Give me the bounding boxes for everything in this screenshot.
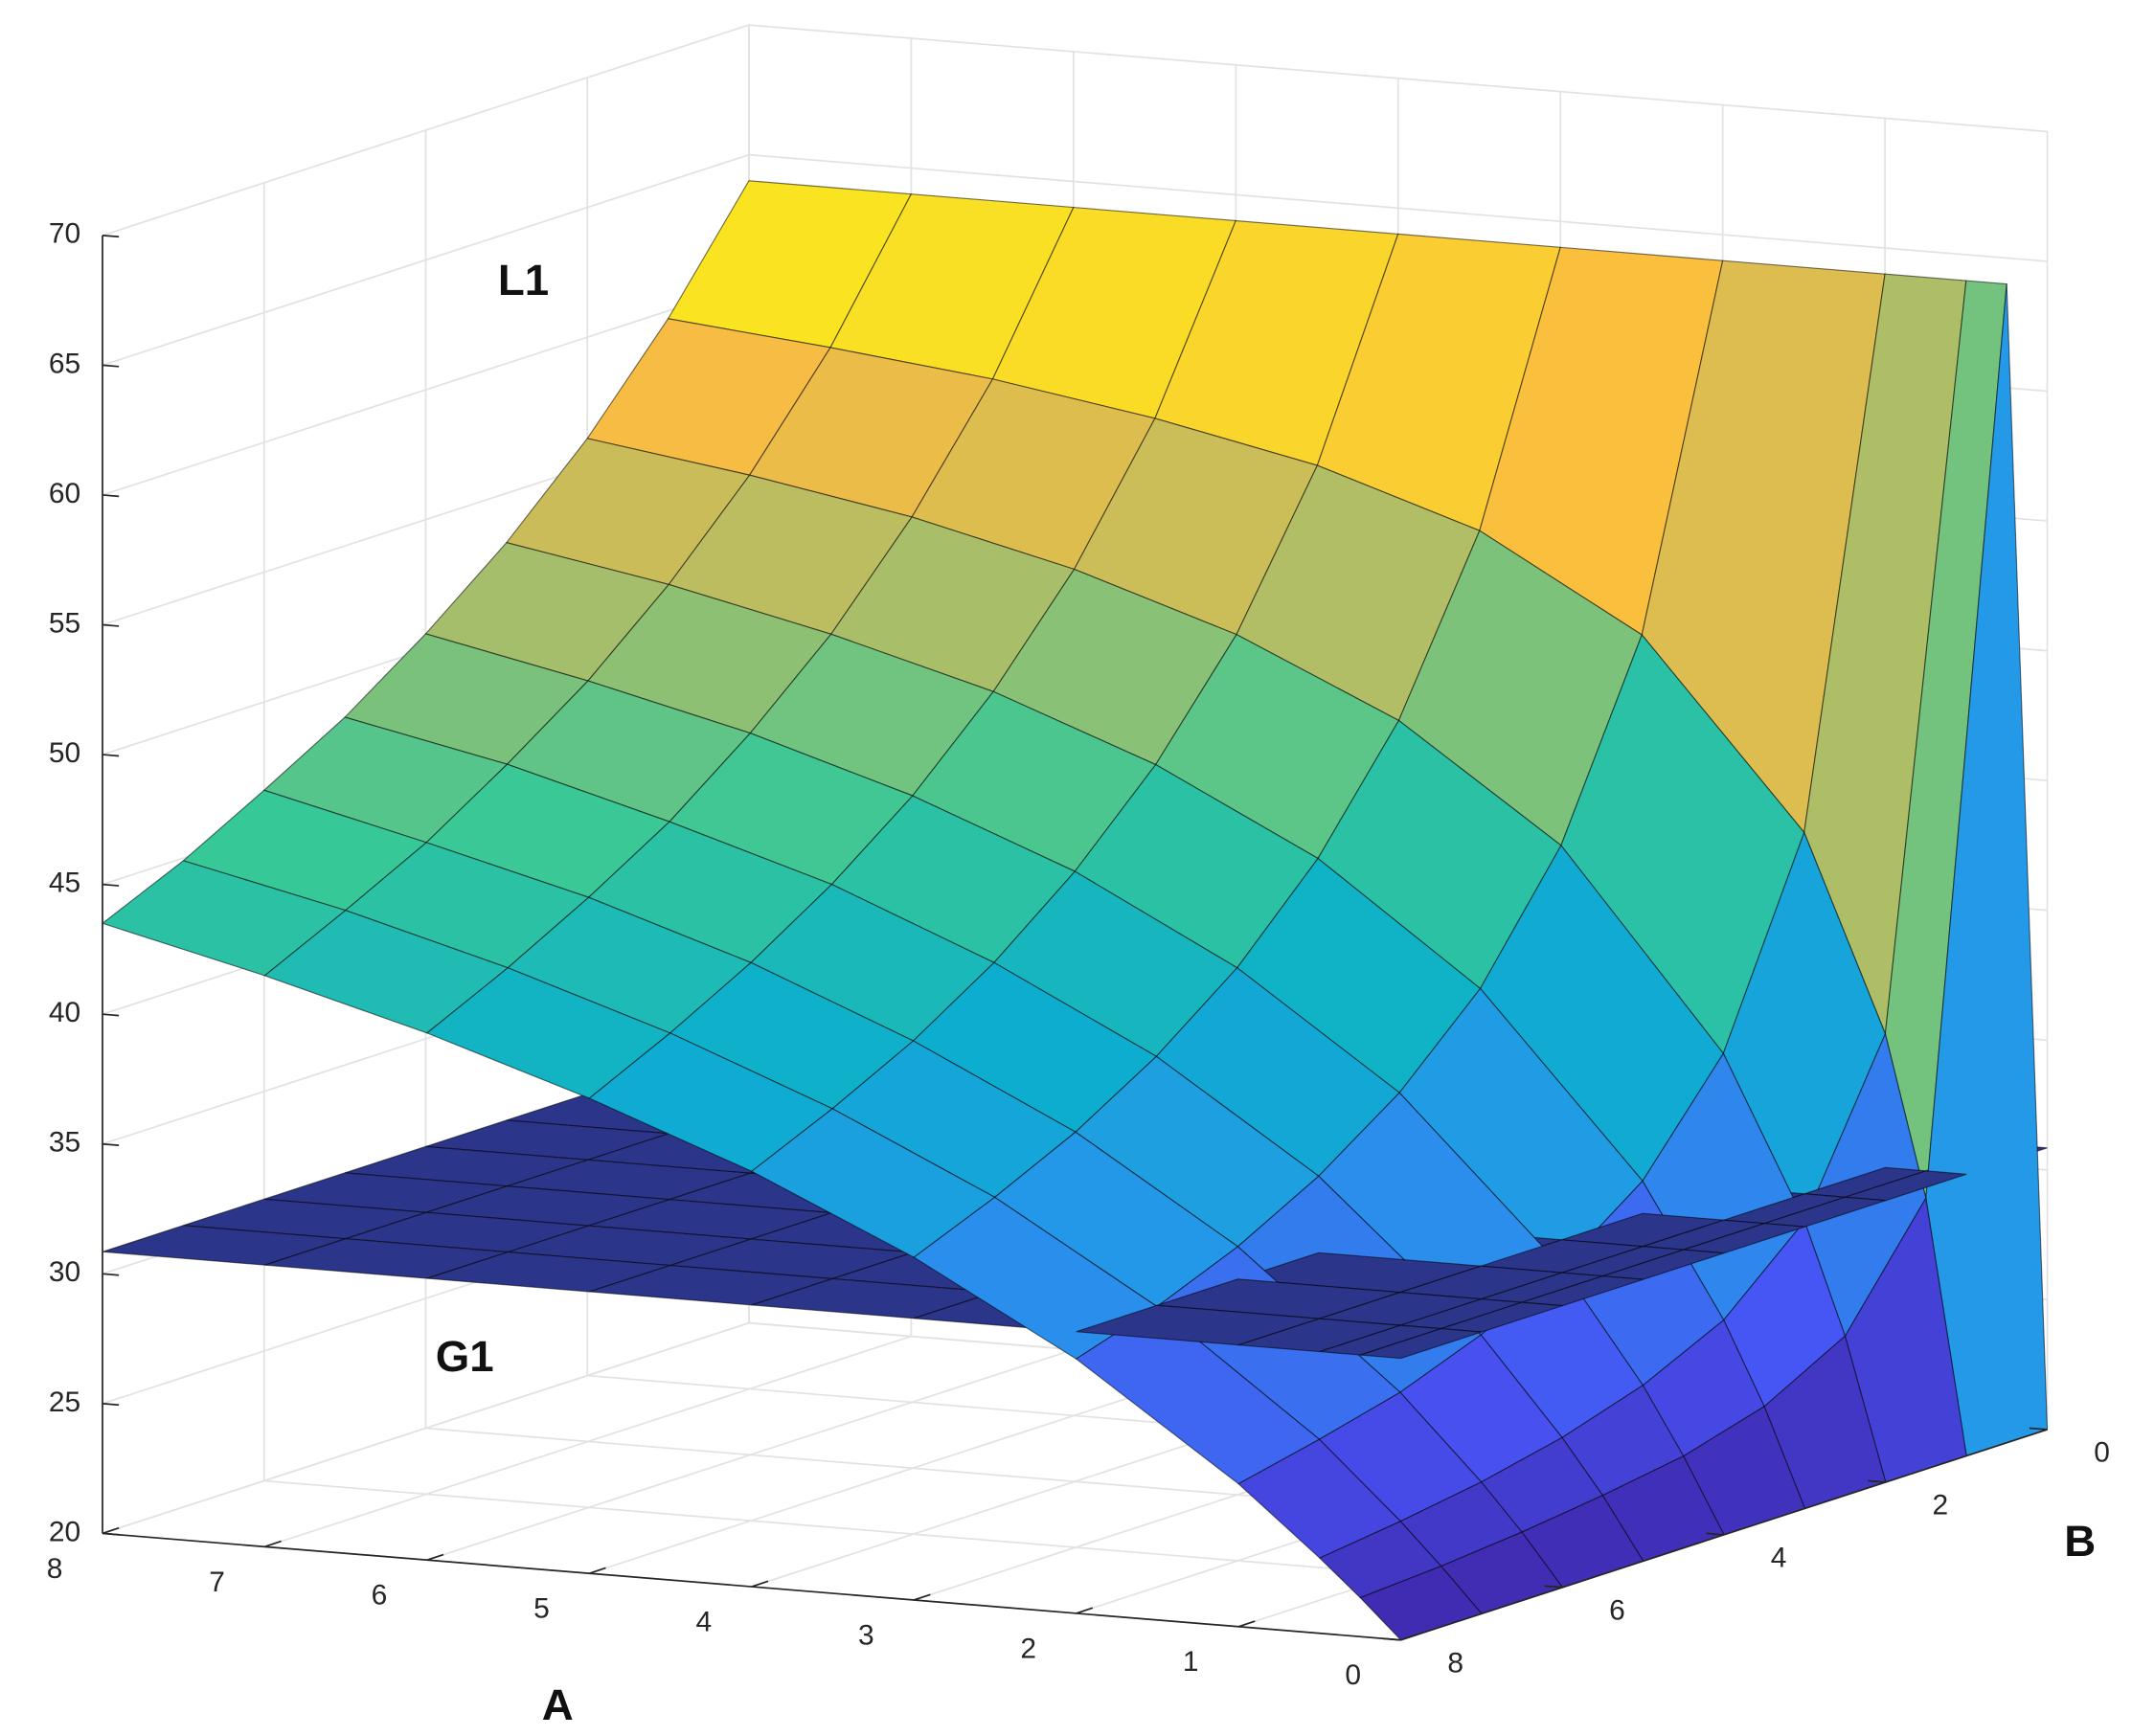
z-tick <box>102 494 120 498</box>
x-tick <box>1400 1634 1418 1641</box>
z-tick-label: 25 <box>49 1387 80 1418</box>
z-tick-label: 45 <box>49 868 80 899</box>
grid-line <box>102 24 750 237</box>
grid-line <box>102 153 750 367</box>
y-tick-label: 4 <box>1771 1542 1787 1573</box>
x-tick-label: 8 <box>47 1553 63 1585</box>
x-tick-label: 1 <box>1183 1646 1199 1678</box>
x-tick-label: 5 <box>533 1593 550 1625</box>
z-tick-label: 60 <box>49 478 80 509</box>
x-tick <box>1237 1620 1256 1628</box>
x-tick <box>264 1540 282 1548</box>
series-label: G1 <box>436 1332 494 1381</box>
x-tick <box>1076 1607 1094 1614</box>
y-tick <box>2029 1427 2048 1431</box>
y-tick-label: 6 <box>1609 1594 1625 1626</box>
series-label: L1 <box>498 256 549 304</box>
z-tick <box>102 1532 120 1536</box>
x-tick-label: 7 <box>209 1567 225 1598</box>
grid-line <box>748 24 2048 133</box>
y-tick-label: 8 <box>1447 1647 1463 1679</box>
z-tick-label: 70 <box>49 218 80 250</box>
y-tick <box>1706 1532 1725 1536</box>
grid-line <box>102 1321 750 1535</box>
surface-layer <box>101 180 2049 1641</box>
x-tick-label: 3 <box>858 1619 874 1651</box>
x-tick-label: 4 <box>696 1607 713 1638</box>
z-tick-label: 20 <box>49 1516 80 1547</box>
z-tick-label: 40 <box>49 997 80 1028</box>
x-tick <box>102 1526 120 1535</box>
x-tick-label: 6 <box>372 1580 388 1612</box>
y-tick-label: 0 <box>2094 1437 2110 1469</box>
z-tick-label: 65 <box>49 348 80 379</box>
x-tick <box>589 1567 606 1574</box>
grid-line <box>748 153 2048 262</box>
x-axis-label: A <box>542 1680 574 1729</box>
z-tick <box>102 364 120 368</box>
x-tick <box>913 1593 931 1601</box>
y-tick <box>1544 1585 1563 1589</box>
z-tick-label: 50 <box>49 737 80 769</box>
z-tick <box>102 1403 120 1407</box>
x-tick <box>751 1580 769 1588</box>
z-tick <box>102 234 120 238</box>
surface-cell <box>1360 1328 1483 1360</box>
grid-line <box>102 283 750 496</box>
z-tick <box>102 1013 120 1017</box>
z-tick-label: 55 <box>49 607 80 639</box>
y-tick <box>1868 1479 1886 1483</box>
z-tick <box>102 1142 120 1147</box>
x-tick <box>426 1553 444 1562</box>
z-tick-label: 35 <box>49 1127 80 1159</box>
z-tick <box>102 883 120 887</box>
y-axis-label: B <box>2064 1517 2096 1566</box>
y-tick <box>1382 1637 1401 1641</box>
y-tick-label: 2 <box>1933 1490 1949 1522</box>
x-tick-label: 0 <box>1345 1659 1361 1691</box>
z-tick <box>102 623 120 627</box>
z-tick-label: 30 <box>49 1256 80 1288</box>
x-tick-label: 2 <box>1020 1633 1036 1664</box>
